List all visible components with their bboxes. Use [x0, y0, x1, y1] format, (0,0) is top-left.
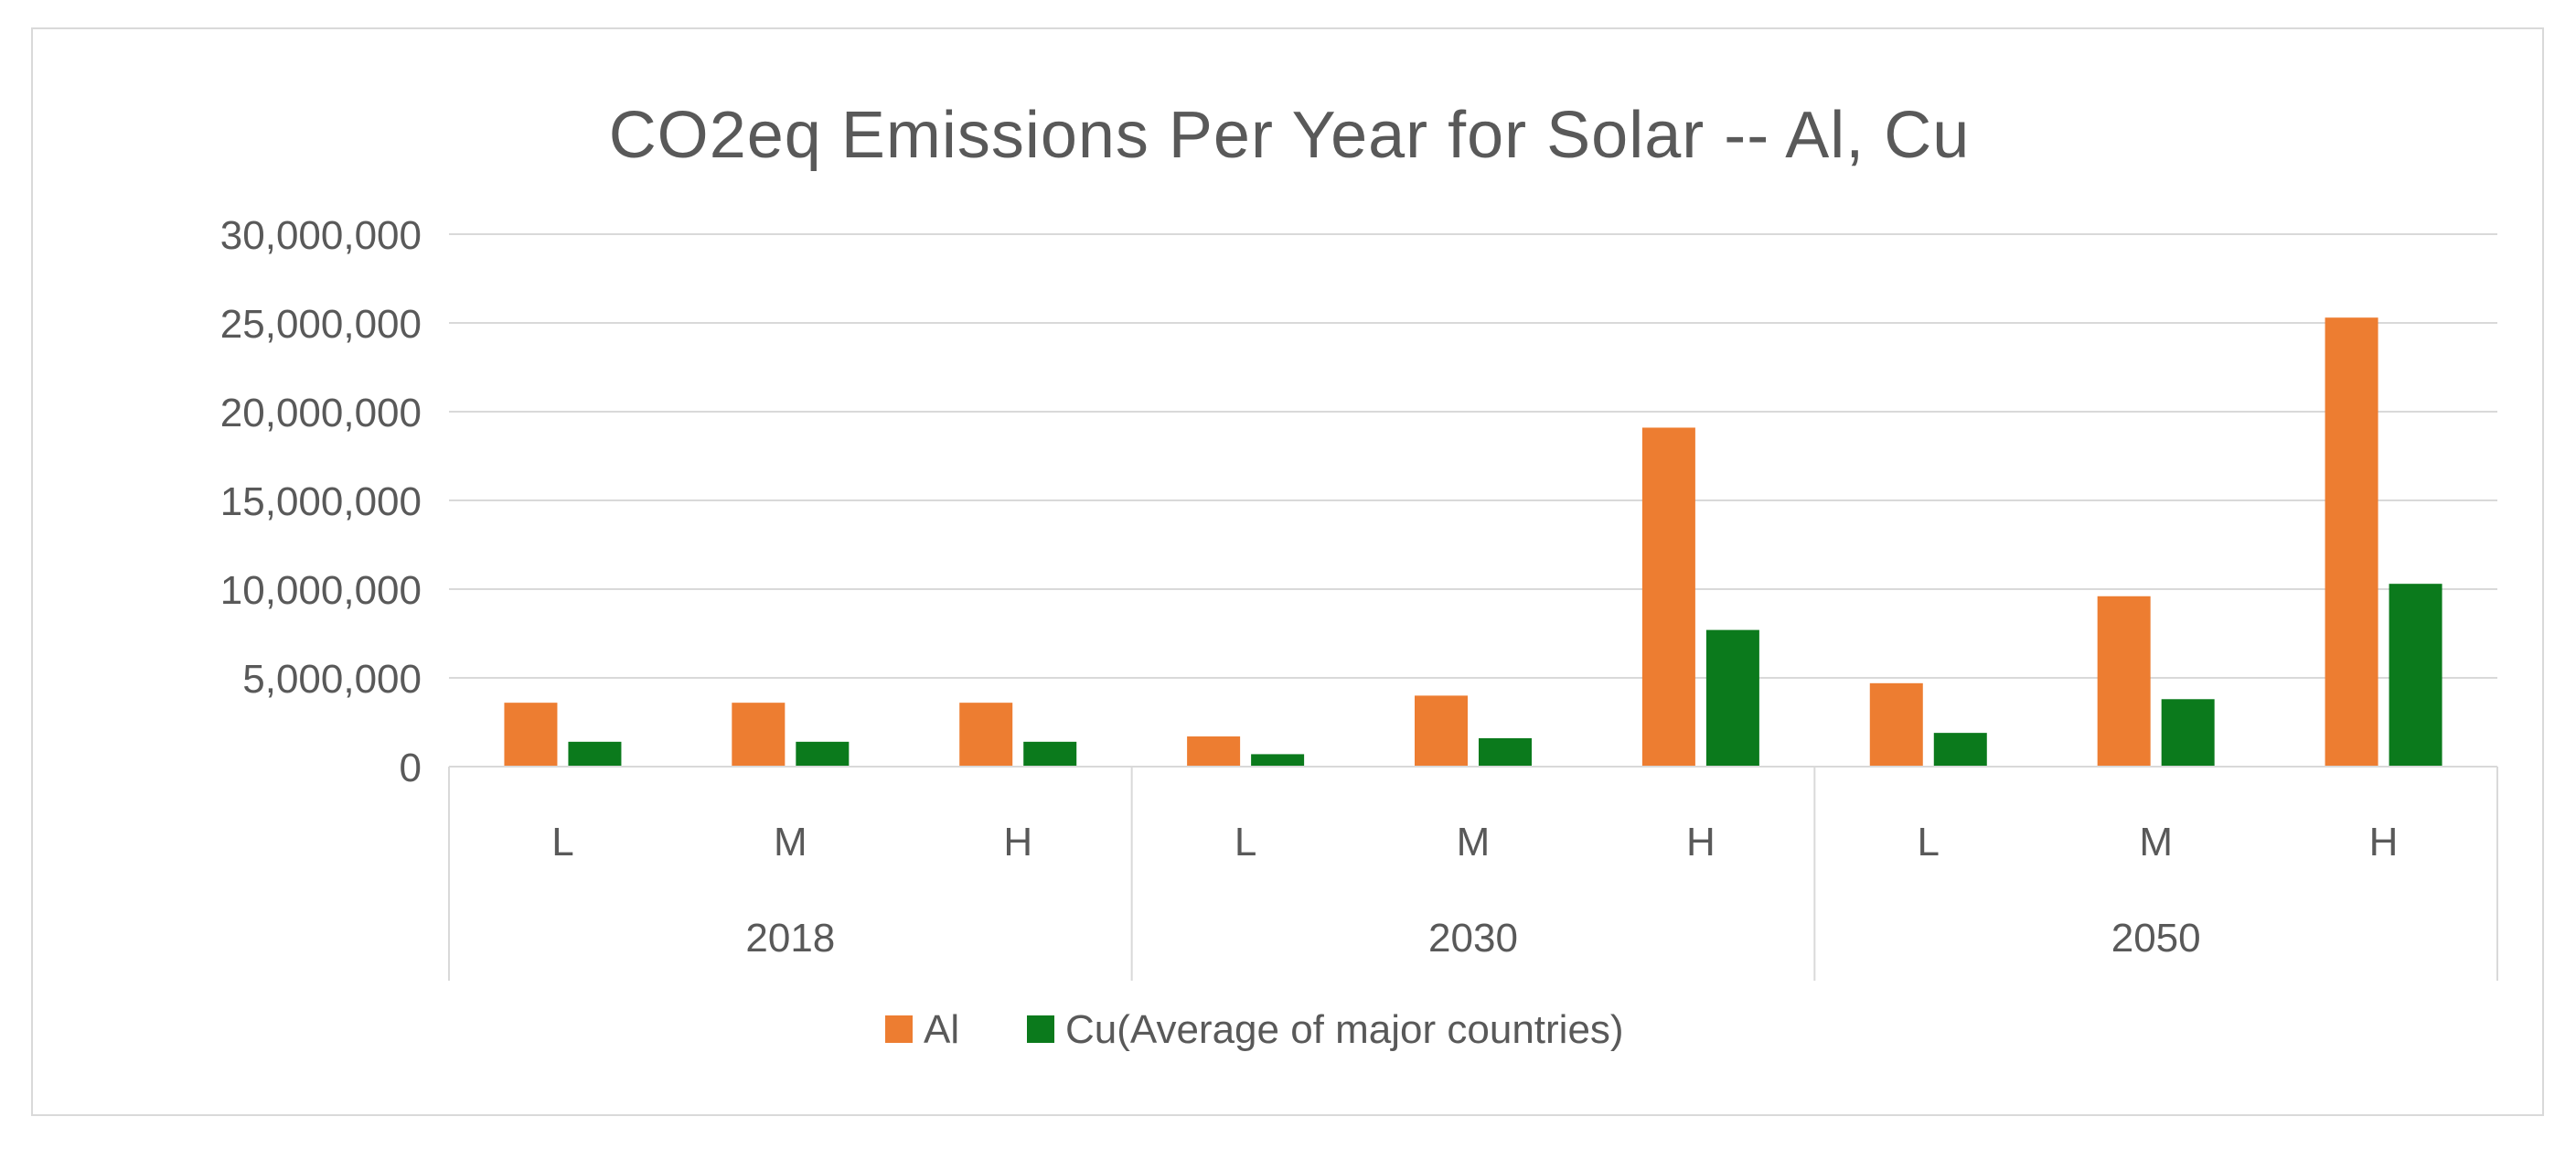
bar-cu: [1705, 629, 1759, 767]
chart-frame: CO2eq Emissions Per Year for Solar -- Al…: [31, 27, 2544, 1116]
bar-al: [959, 703, 1013, 767]
bar-al: [2325, 317, 2378, 767]
bar-cu: [2161, 699, 2215, 767]
y-tick-label: 30,000,000: [220, 213, 422, 258]
legend-label-cu: Cu(Average of major countries): [1065, 1007, 1624, 1052]
bar-cu: [1251, 754, 1305, 767]
category-label: H: [1003, 820, 1032, 864]
bar-al: [504, 703, 558, 767]
legend: Al Cu(Average of major countries): [885, 1007, 1624, 1052]
chart-title: CO2eq Emissions Per Year for Solar -- Al…: [609, 99, 1971, 172]
bar-al: [2097, 596, 2151, 767]
gridlines: [449, 233, 2497, 679]
bar-cu: [2389, 584, 2442, 767]
y-tick-label: 0: [400, 746, 422, 790]
category-label: L: [1235, 820, 1256, 864]
chart-svg: CO2eq Emissions Per Year for Solar -- Al…: [220, 99, 2498, 1052]
y-axis-ticks: 0 5,000,000 10,000,000 15,000,000 20,000,000…: [220, 213, 422, 790]
y-tick-label: 10,000,000: [220, 568, 422, 613]
category-label: M: [2139, 820, 2173, 864]
group-label: 2030: [1428, 916, 1518, 961]
group-label: 2050: [2111, 916, 2201, 961]
bar-al: [732, 703, 786, 767]
legend-swatch-al: [885, 1015, 913, 1043]
bar-cu: [568, 741, 622, 767]
group-label: 2018: [745, 916, 835, 961]
category-label: M: [1457, 820, 1491, 864]
category-label: H: [1686, 820, 1716, 864]
bar-al: [1415, 695, 1468, 767]
bar-al: [1641, 427, 1695, 767]
bar-al: [1869, 682, 1923, 767]
bar-cu: [1023, 741, 1077, 767]
category-label: H: [2369, 820, 2399, 864]
bar-cu: [1479, 737, 1532, 767]
category-label: M: [774, 820, 807, 864]
y-tick-label: 15,000,000: [220, 479, 422, 524]
bar-cu: [1933, 733, 1987, 767]
x-axis: L M H L M H L M H 2018 2030 2050: [448, 766, 2498, 981]
category-label: L: [1918, 820, 1940, 864]
bar-cu: [796, 741, 850, 767]
bars: [504, 317, 2442, 767]
bar-al: [1187, 736, 1241, 767]
y-tick-label: 20,000,000: [220, 391, 422, 435]
legend-label-al: Al: [924, 1007, 959, 1052]
y-tick-label: 5,000,000: [242, 657, 422, 702]
category-label: L: [551, 820, 573, 864]
legend-swatch-cu: [1027, 1015, 1054, 1043]
y-tick-label: 25,000,000: [220, 302, 422, 347]
